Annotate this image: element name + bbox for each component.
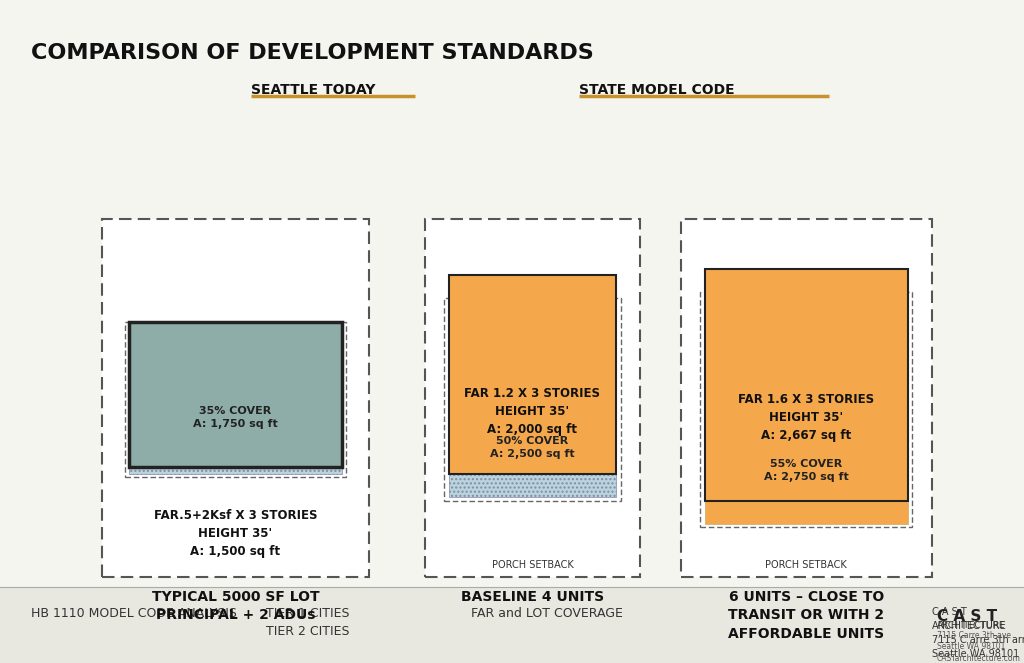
Text: FAR 1.2 X 3 STORIES
HEIGHT 35'
A: 2,000 sq ft: FAR 1.2 X 3 STORIES HEIGHT 35' A: 2,000 … xyxy=(465,387,600,436)
FancyBboxPatch shape xyxy=(681,219,932,577)
Text: C A S T
ARCHITECTURE
7115 C arre 3th arre
Seattle WA 98101
CASTarchitecture.com
: C A S T ARCHITECTURE 7115 C arre 3th arr… xyxy=(932,607,1024,663)
Text: 55% COVER
A: 2,750 sq ft: 55% COVER A: 2,750 sq ft xyxy=(764,459,848,482)
Text: HB 1110 MODEL CODE ANALYSIS: HB 1110 MODEL CODE ANALYSIS xyxy=(31,607,237,620)
Bar xyxy=(0,587,1024,663)
Text: FAR 1.6 X 3 STORIES
HEIGHT 35'
A: 2,667 sq ft: FAR 1.6 X 3 STORIES HEIGHT 35' A: 2,667 … xyxy=(738,393,873,442)
Bar xyxy=(129,322,342,467)
Bar xyxy=(129,438,342,474)
Bar xyxy=(449,275,616,474)
Text: TYPICAL 5000 SF LOT
PRINCIPAL + 2 ADUs: TYPICAL 5000 SF LOT PRINCIPAL + 2 ADUs xyxy=(152,590,319,623)
Text: FAR and LOT COVERAGE: FAR and LOT COVERAGE xyxy=(471,607,623,620)
Text: PORCH SETBACK: PORCH SETBACK xyxy=(765,560,847,570)
Text: 6 UNITS – CLOSE TO
TRANSIT OR WITH 2
AFFORDABLE UNITS: 6 UNITS – CLOSE TO TRANSIT OR WITH 2 AFF… xyxy=(728,590,885,641)
Text: PORCH SETBACK: PORCH SETBACK xyxy=(492,560,573,570)
Bar xyxy=(705,487,908,524)
Text: SEATTLE TODAY: SEATTLE TODAY xyxy=(251,83,376,97)
Text: TIER 1 CITIES
TIER 2 CITIES: TIER 1 CITIES TIER 2 CITIES xyxy=(266,607,350,638)
Text: STATE MODEL CODE: STATE MODEL CODE xyxy=(579,83,734,97)
Bar xyxy=(449,461,616,497)
FancyBboxPatch shape xyxy=(425,219,640,577)
Text: 50% COVER
A: 2,500 sq ft: 50% COVER A: 2,500 sq ft xyxy=(490,436,574,459)
Text: ARCHITECTURE: ARCHITECTURE xyxy=(937,621,1006,631)
Text: COMPARISON OF DEVELOPMENT STANDARDS: COMPARISON OF DEVELOPMENT STANDARDS xyxy=(31,43,594,63)
Text: 7115 Carre 3th ave
Seattle WA 98101
CASTarchitecture.com
p: 206.256.9900: 7115 Carre 3th ave Seattle WA 98101 CAST… xyxy=(937,631,1021,663)
Text: 35% COVER
A: 1,750 sq ft: 35% COVER A: 1,750 sq ft xyxy=(194,406,278,429)
Bar xyxy=(705,269,908,501)
FancyBboxPatch shape xyxy=(102,219,369,577)
Text: BASELINE 4 UNITS: BASELINE 4 UNITS xyxy=(461,590,604,604)
Text: C A S T: C A S T xyxy=(937,609,997,624)
Text: FAR.5+2Ksf X 3 STORIES
HEIGHT 35'
A: 1,500 sq ft: FAR.5+2Ksf X 3 STORIES HEIGHT 35' A: 1,5… xyxy=(154,509,317,558)
